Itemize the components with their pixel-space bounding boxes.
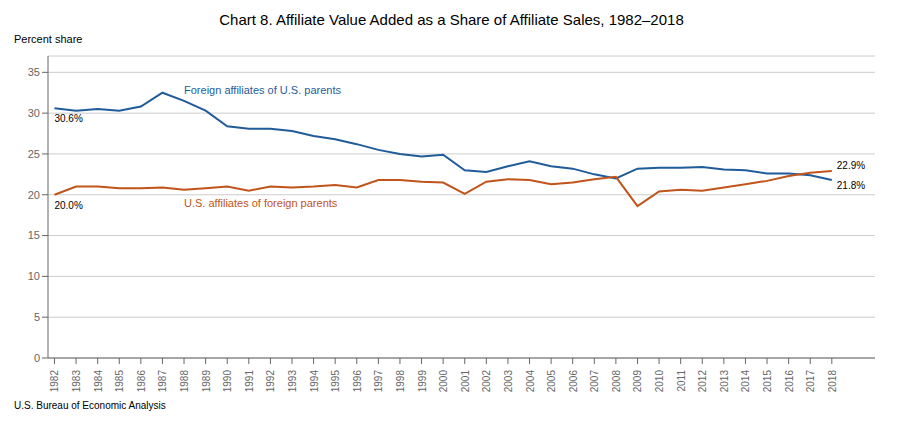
svg-text:1985: 1985 [114, 370, 125, 393]
html-text:Chart 8. Affiliate Value Added: Chart 8. Affiliate Value Added as a Shar… [219, 11, 684, 28]
svg-text:1996: 1996 [352, 370, 363, 393]
svg-text:2013: 2013 [719, 370, 730, 393]
svg-text:1983: 1983 [71, 370, 82, 393]
svg-text:2016: 2016 [784, 370, 795, 393]
svg-text:2002: 2002 [481, 370, 492, 393]
svg-text:2008: 2008 [611, 370, 622, 393]
svg-text:1989: 1989 [201, 370, 212, 393]
svg-text:10: 10 [28, 270, 40, 282]
svg-text:1988: 1988 [179, 370, 190, 393]
svg-text:2012: 2012 [697, 370, 708, 393]
html-text:U.S. Bureau of Economic Analys: U.S. Bureau of Economic Analysis [14, 400, 166, 411]
svg-text:1997: 1997 [373, 370, 384, 393]
svg-text:20: 20 [28, 189, 40, 201]
svg-text:Foreign affiliates of U.S. par: Foreign affiliates of U.S. parents [184, 84, 341, 96]
svg-text:0: 0 [34, 352, 40, 364]
svg-text:1994: 1994 [309, 370, 320, 393]
svg-text:2009: 2009 [632, 370, 643, 393]
svg-text:2001: 2001 [460, 370, 471, 393]
svg-text:30.6%: 30.6% [54, 113, 82, 124]
svg-text:2003: 2003 [503, 370, 514, 393]
svg-text:U.S. affiliates of foreign par: U.S. affiliates of foreign parents [184, 197, 338, 209]
svg-text:30: 30 [28, 107, 40, 119]
svg-text:1987: 1987 [157, 370, 168, 393]
svg-text:1998: 1998 [395, 370, 406, 393]
svg-text:2018: 2018 [827, 370, 838, 393]
svg-text:1986: 1986 [136, 370, 147, 393]
svg-text:1993: 1993 [287, 370, 298, 393]
svg-text:2005: 2005 [546, 370, 557, 393]
svg-text:2004: 2004 [525, 370, 536, 393]
svg-text:2006: 2006 [568, 370, 579, 393]
svg-text:2010: 2010 [654, 370, 665, 393]
svg-text:2000: 2000 [438, 370, 449, 393]
svg-text:2015: 2015 [762, 370, 773, 393]
svg-text:15: 15 [28, 229, 40, 241]
svg-text:1999: 1999 [417, 370, 428, 393]
svg-text:1995: 1995 [330, 370, 341, 393]
svg-text:35: 35 [28, 66, 40, 78]
svg-text:1984: 1984 [93, 370, 104, 393]
svg-text:1991: 1991 [244, 370, 255, 393]
svg-text:2011: 2011 [676, 370, 687, 392]
svg-text:25: 25 [28, 148, 40, 160]
svg-text:1992: 1992 [265, 370, 276, 393]
svg-text:21.8%: 21.8% [837, 180, 865, 191]
svg-text:2017: 2017 [805, 370, 816, 393]
svg-text:1990: 1990 [222, 370, 233, 393]
svg-text:5: 5 [34, 311, 40, 323]
svg-text:20.0%: 20.0% [54, 200, 82, 211]
svg-text:2014: 2014 [740, 370, 751, 393]
svg-text:2007: 2007 [589, 370, 600, 393]
html-text:Percent share: Percent share [14, 33, 83, 45]
svg-text:1982: 1982 [49, 370, 60, 393]
svg-text:22.9%: 22.9% [837, 160, 865, 171]
